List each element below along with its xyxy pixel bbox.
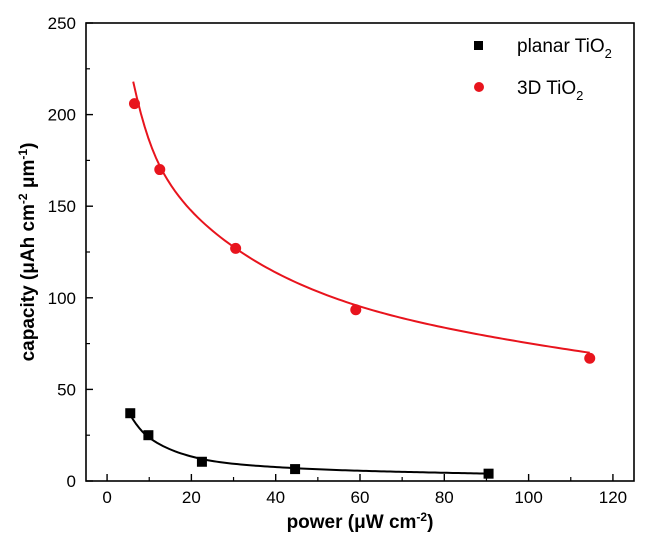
y-tick-label: 250 xyxy=(48,14,76,33)
legend-label-planar: planar TiO2 xyxy=(517,36,612,61)
legend-marker-planar xyxy=(474,41,483,50)
y-tick-label: 150 xyxy=(48,197,76,216)
x-tick-label: 60 xyxy=(351,488,370,507)
data-point-planar xyxy=(290,464,301,475)
legend-label-3d: 3D TiO2 xyxy=(517,78,583,103)
data-point-3d xyxy=(230,242,242,254)
data-points xyxy=(125,98,596,479)
x-axis-title: power (μW cm-2) xyxy=(287,510,434,533)
y-tick-label: 200 xyxy=(48,106,76,125)
y-tick-label: 0 xyxy=(67,472,76,491)
x-tick-label: 100 xyxy=(514,488,542,507)
data-point-3d xyxy=(154,164,166,176)
plot-area: 0 20 40 60 80 100 120 0 50 100 150 200 250 xyxy=(48,14,635,507)
legend-marker-3d xyxy=(474,82,484,92)
legend: planar TiO2 3D TiO2 xyxy=(474,36,612,103)
x-tick-label: 80 xyxy=(435,488,454,507)
x-tick-label: 120 xyxy=(599,488,627,507)
data-point-3d xyxy=(350,304,362,316)
fit-curve-planar xyxy=(129,414,489,475)
y-axis-title: capacity (μAh cm-2 μm-1) xyxy=(16,143,39,362)
y-axis-ticks: 0 50 100 150 200 250 xyxy=(48,14,93,491)
fit-curves xyxy=(129,81,590,475)
y-tick-label: 50 xyxy=(57,380,76,399)
x-tick-label: 20 xyxy=(182,488,201,507)
x-tick-label: 40 xyxy=(266,488,285,507)
data-point-planar xyxy=(125,408,136,419)
data-point-3d xyxy=(128,98,140,110)
x-axis-ticks: 0 20 40 60 80 100 120 xyxy=(102,474,627,507)
fit-curve-3d xyxy=(132,81,590,354)
data-point-planar xyxy=(483,468,494,479)
y-tick-label: 100 xyxy=(48,289,76,308)
x-tick-label: 0 xyxy=(102,488,111,507)
data-point-planar xyxy=(196,456,207,467)
data-point-3d xyxy=(584,352,596,364)
data-point-planar xyxy=(143,430,154,441)
